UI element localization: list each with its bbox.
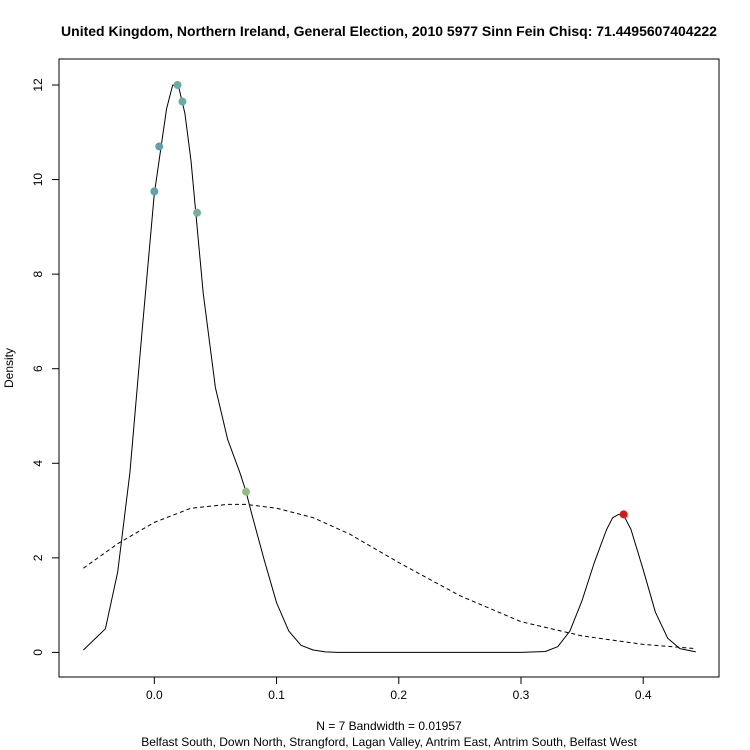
data-point (155, 142, 164, 151)
data-point (173, 81, 182, 90)
y-tick-label: 2 (31, 554, 45, 561)
y-axis-label: Density (2, 348, 16, 388)
data-point (178, 97, 187, 106)
normal-reference-curve (83, 503, 696, 650)
data-point (242, 487, 250, 496)
points-layer (150, 81, 628, 519)
y-tick-label: 10 (31, 173, 45, 187)
x-axis: 0.0 0.1 0.2 0.3 0.4 (146, 676, 652, 702)
density-curve (83, 84, 696, 653)
x-tick-label: 0.3 (513, 688, 530, 702)
x-axis-label-line1: N = 7 Bandwidth = 0.01957 (316, 719, 462, 733)
y-tick-label: 8 (31, 270, 45, 277)
y-axis: 0 2 4 6 8 10 12 (31, 78, 60, 656)
y-tick-label: 12 (31, 78, 45, 92)
x-tick-label: 0.0 (146, 688, 163, 702)
data-point (193, 208, 202, 217)
y-tick-label: 0 (31, 649, 45, 656)
chart-title: United Kingdom, Northern Ireland, Genera… (61, 23, 717, 39)
series-layer (83, 84, 696, 653)
x-tick-label: 0.1 (268, 688, 285, 702)
x-tick-label: 0.4 (635, 688, 652, 702)
x-axis-label-line2: Belfast South, Down North, Strangford, L… (141, 735, 637, 749)
data-point (150, 187, 159, 196)
plot-frame (58, 58, 720, 678)
x-tick-label: 0.2 (390, 688, 407, 702)
y-tick-label: 4 (31, 460, 45, 467)
y-tick-label: 6 (31, 365, 45, 372)
data-point (619, 510, 628, 519)
